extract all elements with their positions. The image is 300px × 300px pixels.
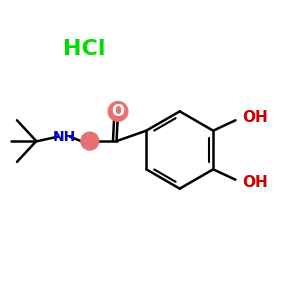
Text: OH: OH (242, 110, 268, 125)
Text: HCl: HCl (63, 39, 106, 59)
Text: NH: NH (53, 130, 76, 144)
Text: OH: OH (242, 175, 268, 190)
Circle shape (108, 102, 128, 121)
Text: O: O (112, 104, 124, 119)
Circle shape (81, 132, 99, 150)
